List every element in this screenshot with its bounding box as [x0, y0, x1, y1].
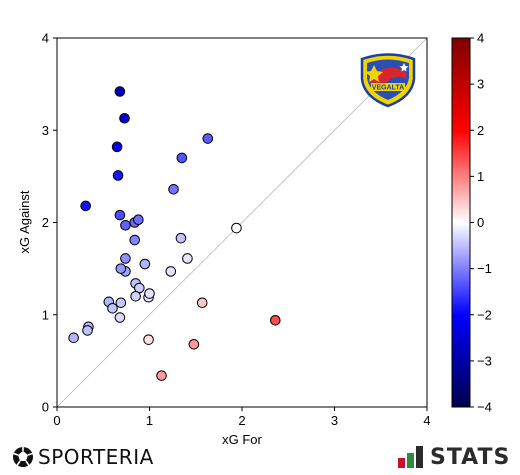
data-point — [120, 219, 131, 231]
team-crest-text: VEGALTA — [372, 85, 404, 92]
sporteria-logo: SPORTERIA — [12, 444, 154, 470]
y-axis-label: xG Against — [17, 190, 32, 253]
data-point — [115, 297, 127, 309]
vegalta-crest-icon: VEGALTA — [360, 53, 416, 108]
soccer-ball-icon — [13, 447, 33, 467]
x-tick-label: 1 — [146, 413, 153, 428]
colorbar-tick-label: −3 — [477, 353, 492, 368]
data-point — [202, 133, 214, 144]
colorbar-tick-label: 0 — [477, 215, 484, 230]
colorbar-tick-label: −1 — [477, 261, 492, 276]
data-point — [270, 314, 281, 326]
stats-logo-text: STATS — [430, 444, 511, 470]
y-tick-label: 1 — [42, 307, 49, 322]
y-tick-label: 4 — [42, 31, 49, 46]
data-point — [68, 332, 79, 344]
stats-logo: STATS — [398, 444, 510, 470]
y-tick-label: 0 — [42, 400, 49, 415]
data-point — [156, 370, 167, 381]
y-tick-label: 3 — [42, 123, 49, 138]
colorbar — [451, 37, 471, 408]
data-point — [133, 214, 144, 226]
data-point — [144, 288, 155, 299]
data-point — [139, 258, 151, 270]
data-point — [196, 297, 208, 309]
colorbar-tick-label: −2 — [477, 307, 492, 322]
x-tick-label: 4 — [423, 413, 430, 428]
data-point — [120, 253, 131, 264]
data-point — [175, 232, 187, 244]
data-point — [182, 253, 193, 264]
data-point — [107, 302, 118, 314]
x-tick-label: 2 — [238, 413, 245, 428]
x-tick-label: 0 — [53, 413, 60, 428]
data-point — [130, 291, 141, 302]
data-point — [80, 200, 91, 212]
y-tick-label: 2 — [42, 215, 49, 230]
data-point — [114, 209, 126, 221]
data-point — [176, 152, 188, 164]
data-point — [143, 334, 154, 345]
data-point — [111, 141, 123, 153]
x-tick-label: 3 — [331, 413, 338, 428]
stats-bars-icon — [398, 446, 423, 468]
data-point — [168, 183, 179, 195]
data-point — [165, 266, 177, 277]
colorbar-tick-label: 3 — [477, 77, 484, 92]
diagonal-reference-line — [56, 37, 428, 408]
colorbar-tick-label: −4 — [477, 400, 492, 415]
colorbar-tick-label: 2 — [477, 123, 484, 138]
sporteria-logo-text: SPORTERIA — [38, 445, 154, 469]
data-point — [129, 234, 140, 246]
colorbar-tick-label: 4 — [477, 31, 484, 46]
data-point — [114, 86, 126, 97]
x-axis-label: xG For — [222, 432, 262, 447]
data-point — [112, 170, 124, 181]
data-point — [231, 222, 242, 234]
data-point — [114, 312, 126, 323]
data-point — [119, 112, 130, 124]
colorbar-tick-label: 1 — [477, 169, 484, 184]
data-point — [115, 263, 127, 274]
data-point — [188, 338, 200, 350]
data-point — [82, 325, 93, 336]
